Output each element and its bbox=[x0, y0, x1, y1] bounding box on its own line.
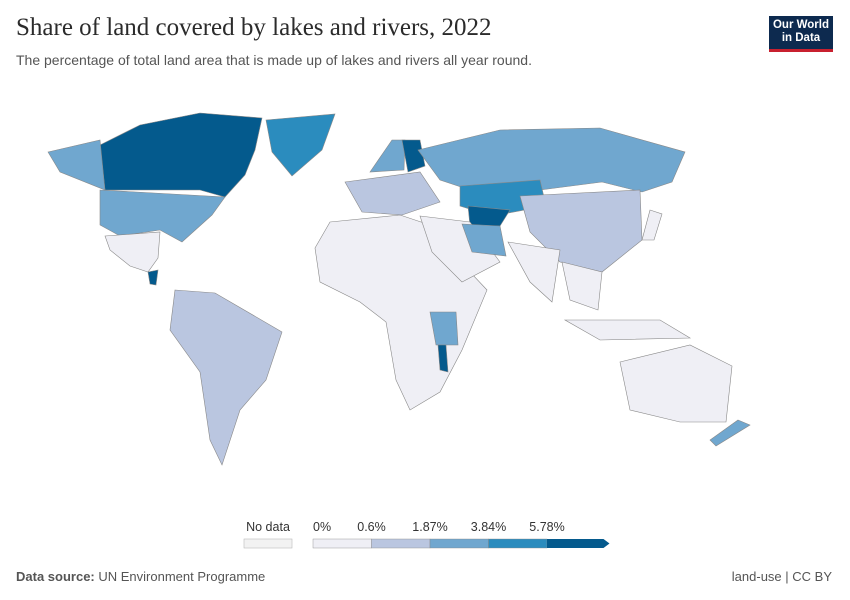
footer-right[interactable]: land-use | CC BY bbox=[731, 569, 832, 584]
region-india[interactable] bbox=[507, 241, 561, 303]
chart-subtitle: The percentage of total land area that i… bbox=[16, 52, 532, 68]
region-new-zealand[interactable] bbox=[709, 419, 751, 447]
legend-tick: 0.6% bbox=[357, 520, 386, 534]
region-indonesia[interactable] bbox=[563, 319, 692, 341]
legend-tick: 5.78% bbox=[529, 520, 564, 534]
region-greenland[interactable] bbox=[265, 113, 336, 177]
region-united-states[interactable] bbox=[99, 189, 226, 243]
region-russia[interactable] bbox=[417, 127, 686, 193]
region-south-america[interactable] bbox=[169, 289, 283, 466]
region-malawi[interactable] bbox=[437, 344, 449, 373]
region-canada[interactable] bbox=[99, 112, 263, 198]
data-source: Data source: UN Environment Programme bbox=[16, 569, 265, 584]
legend-tick: 0% bbox=[313, 520, 331, 534]
legend-bin-last bbox=[547, 539, 610, 548]
region-europe[interactable] bbox=[344, 171, 441, 216]
region-japan[interactable] bbox=[641, 209, 663, 241]
region-southeast-asia[interactable] bbox=[561, 261, 603, 311]
legend-bin bbox=[488, 538, 548, 549]
region-mexico[interactable] bbox=[104, 231, 161, 273]
legend: No data 0% 0.6% 1.87% 3.84% 5.78% bbox=[243, 520, 610, 549]
region-alaska-united-states-[interactable] bbox=[47, 139, 106, 191]
owid-logo[interactable]: Our World in Data bbox=[769, 16, 833, 52]
legend-bin bbox=[371, 538, 431, 549]
map-regions bbox=[47, 112, 751, 466]
region-middle-east[interactable] bbox=[419, 215, 501, 283]
region-nicaragua[interactable] bbox=[147, 269, 159, 286]
no-data-swatch bbox=[243, 538, 293, 549]
region-finland[interactable] bbox=[401, 139, 426, 173]
source-name: UN Environment Programme bbox=[98, 569, 266, 584]
legend-tick: 1.87% bbox=[412, 520, 447, 534]
legend-bin bbox=[312, 538, 372, 549]
region-iran[interactable] bbox=[461, 223, 507, 257]
chart-title: Share of land covered by lakes and river… bbox=[16, 14, 492, 41]
region-scandinavia[interactable] bbox=[369, 139, 406, 173]
legend-tick: 3.84% bbox=[471, 520, 506, 534]
source-label: Data source: bbox=[16, 569, 95, 584]
logo-line1: Our World bbox=[772, 19, 829, 31]
region-tanzania[interactable] bbox=[429, 311, 459, 346]
legend-bin bbox=[429, 538, 489, 549]
region-australia[interactable] bbox=[619, 344, 733, 423]
no-data-label: No data bbox=[246, 520, 290, 534]
logo-line2: in Data bbox=[781, 32, 821, 44]
